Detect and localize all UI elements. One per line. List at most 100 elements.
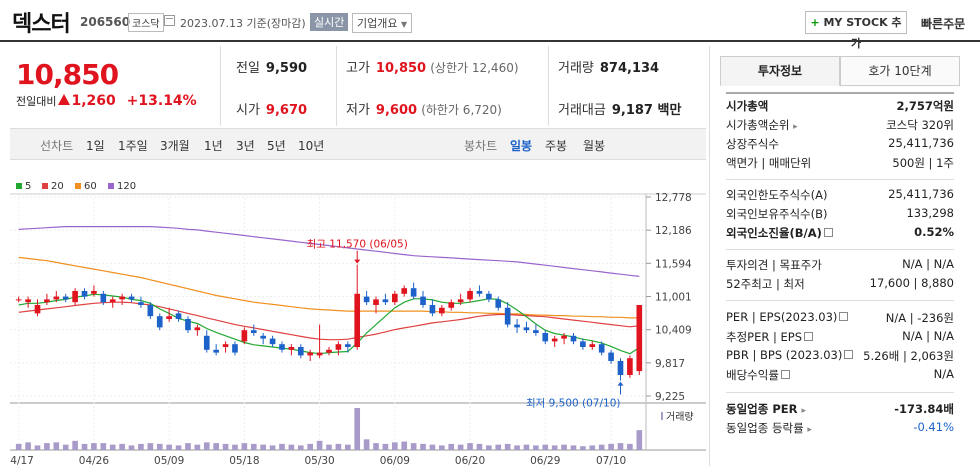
- panel-tabs: 투자정보 호가 10단계: [720, 56, 960, 86]
- candle-body: [15, 299, 22, 301]
- volume-bar: [91, 443, 97, 450]
- period-monthly[interactable]: 월봉: [583, 139, 606, 153]
- period-3y[interactable]: 3년: [236, 139, 255, 153]
- row-label: 52주최고 | 최저: [726, 277, 805, 291]
- y-tick-label: 11,001: [655, 292, 692, 304]
- stat-value: 9,670: [265, 103, 308, 118]
- candle-body: [213, 349, 219, 353]
- row-per: PER | EPS(2023.03) N/A | -236원: [726, 310, 954, 328]
- stat-open: 시가 9,670: [236, 99, 307, 118]
- volume-bar: [119, 443, 125, 450]
- help-icon[interactable]: [844, 350, 854, 359]
- row-sector-change: 동일업종 등락률 ▸ -0.41%: [726, 420, 954, 438]
- stat-label: 거래대금: [558, 103, 606, 118]
- row-value: 17,600 | 8,880: [869, 276, 954, 290]
- y-tick-label: 9,817: [655, 358, 685, 370]
- volume-bar: [326, 444, 332, 450]
- stock-header: 덱스터 206560 코스닥 2023.07.13 기준(장마감) 실시간 기업…: [0, 0, 980, 50]
- candle-body: [72, 290, 78, 303]
- candle-body: [194, 327, 201, 331]
- candle-body: [119, 296, 125, 300]
- help-icon[interactable]: [804, 332, 814, 341]
- period-1d[interactable]: 1일: [86, 139, 105, 153]
- candle-body: [232, 344, 238, 353]
- min-marker-arrow: [617, 381, 624, 386]
- tab-orderbook[interactable]: 호가 10단계: [840, 56, 960, 86]
- candle-body: [147, 304, 154, 317]
- candle-body: [476, 290, 483, 294]
- tab-investment-info[interactable]: 투자정보: [720, 56, 840, 86]
- x-tick-label: 05/30: [304, 455, 334, 466]
- period-1y[interactable]: 1년: [204, 139, 223, 153]
- row-pbr: PBR | BPS (2023.03) 5.26배 | 2,063원: [726, 348, 954, 366]
- help-icon[interactable]: [823, 228, 833, 237]
- period-weekly[interactable]: 주봉: [545, 139, 568, 153]
- help-icon[interactable]: [780, 370, 790, 379]
- price-chart: 12,778 12,186 11,594 11,001 10,409 9,817 9,225…: [4, 172, 706, 466]
- row-value: -173.84배: [894, 402, 954, 416]
- candle-body: [62, 296, 69, 300]
- y-tick-label: 9,225: [655, 391, 685, 403]
- row-label-text: 추정PER | EPS: [726, 330, 803, 344]
- market-badge: 코스닥: [128, 13, 164, 32]
- divider: [336, 46, 337, 126]
- divider: [726, 249, 954, 250]
- row-label: 시가총액순위 ▸: [726, 117, 798, 133]
- candle-body: [128, 296, 135, 300]
- help-icon[interactable]: [839, 312, 849, 321]
- volume-bar: [250, 443, 257, 450]
- quick-order-link[interactable]: 빠른주문: [921, 17, 966, 31]
- row-est-per: 추정PER | EPS N/A | N/A: [726, 329, 954, 347]
- volume-bar: [420, 443, 426, 450]
- period-1w[interactable]: 1주일: [118, 139, 148, 153]
- row-par: 액면가 | 매매단위 500원 | 1주: [726, 155, 954, 173]
- row-dividend: 배당수익률 N/A: [726, 367, 954, 385]
- legend-swatch: [75, 183, 81, 189]
- x-tick-label: 05/18: [229, 455, 259, 466]
- volume-bar: [100, 443, 107, 450]
- stat-value: 874,134: [599, 61, 660, 76]
- volume-bar: [72, 440, 78, 450]
- volume-bar: [373, 443, 379, 450]
- candle-body: [392, 293, 398, 303]
- volume-bar: [504, 443, 511, 450]
- period-daily[interactable]: 일봉: [510, 139, 533, 153]
- candle-body: [297, 346, 304, 356]
- period-5y[interactable]: 5년: [267, 139, 286, 153]
- mystock-add-button[interactable]: + MY STOCK 추가: [805, 11, 907, 50]
- volume-bar: [307, 443, 314, 450]
- legend-swatch: [42, 183, 48, 189]
- row-value: 코스닥 320위: [886, 118, 954, 132]
- candle-body: [34, 304, 41, 314]
- line-chart-group-label: 선차트: [40, 139, 74, 153]
- volume-legend-swatch: [661, 412, 663, 420]
- row-label: 외국인보유주식수(B): [726, 207, 828, 221]
- volume-bar: [269, 445, 276, 450]
- y-tick-label: 11,594: [655, 258, 692, 270]
- period-3m[interactable]: 3개월: [160, 139, 190, 153]
- candle-body: [448, 302, 455, 308]
- divider: [726, 392, 954, 393]
- legend-label: 120: [117, 181, 136, 192]
- stat-low: 저가 9,600 (하한가 6,720): [346, 99, 502, 118]
- candle-body: [514, 324, 520, 328]
- stat-volume: 거래량 874,134: [558, 57, 659, 76]
- volume-bar: [439, 445, 445, 450]
- volume-bar: [185, 443, 191, 450]
- volume-bar: [551, 445, 558, 450]
- period-10y[interactable]: 10년: [298, 139, 325, 153]
- row-52week: 52주최고 | 최저 17,600 | 8,880: [726, 276, 954, 294]
- legend-swatch: [108, 183, 114, 189]
- volume-bar: [344, 444, 351, 450]
- company-info-dropdown[interactable]: 기업개요 ▼: [352, 13, 413, 33]
- plus-icon: +: [810, 16, 820, 29]
- row-label: 동일업종 PER ▸: [726, 401, 806, 417]
- volume-bar: [166, 444, 172, 450]
- volume-bar: [175, 445, 182, 450]
- volume-bar: [495, 444, 502, 450]
- period-bar: 선차트 1일 1주일 3개월 1년 3년 5년 10년 봉차트 일봉 주봉 월봉: [10, 128, 706, 160]
- realtime-badge[interactable]: 실시간: [310, 13, 349, 31]
- candle-body: [551, 338, 558, 342]
- volume-bar: [128, 445, 135, 450]
- volume-bar: [598, 444, 605, 450]
